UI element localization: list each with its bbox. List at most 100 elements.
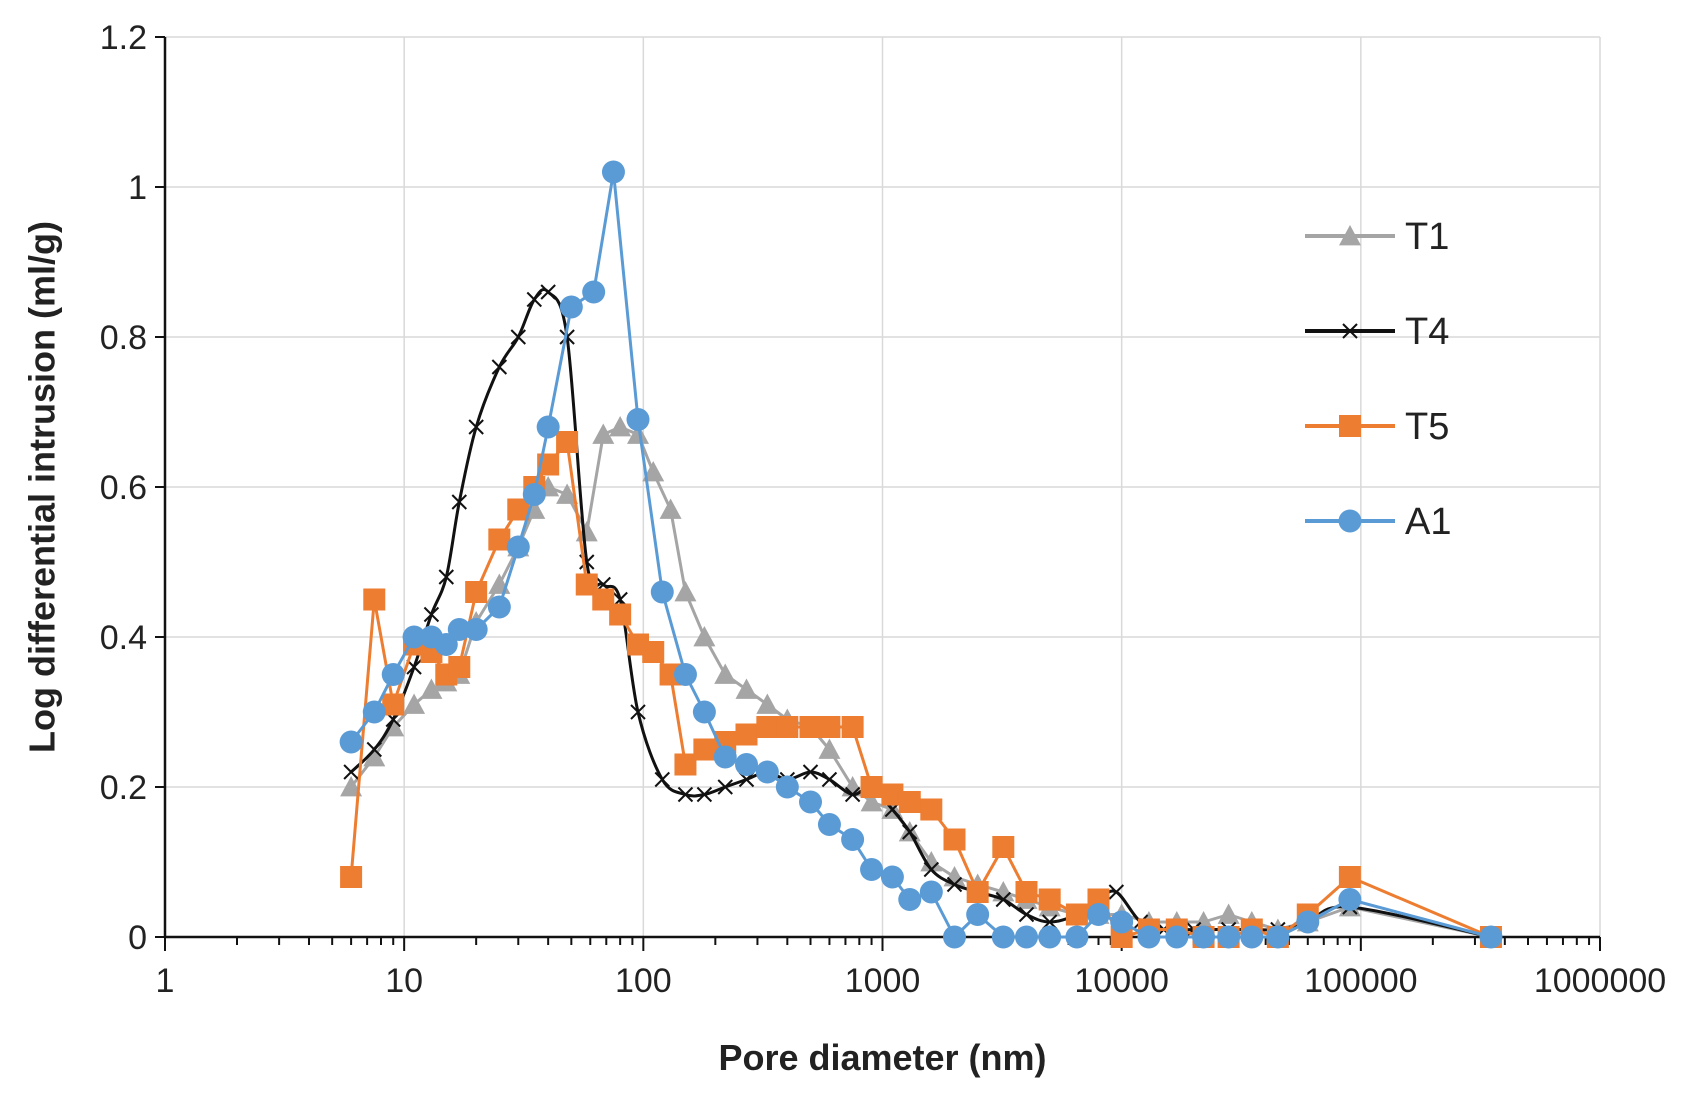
data-point-a1 — [775, 775, 799, 799]
data-point-t5 — [799, 716, 822, 738]
y-tick-label: 1 — [128, 169, 147, 207]
legend-label-t5: T5 — [1405, 406, 1449, 448]
data-point-a1 — [487, 595, 511, 619]
data-point-t1 — [609, 416, 632, 437]
y-tick-label: 0.8 — [100, 319, 147, 357]
data-point-a1 — [735, 753, 759, 776]
data-point-a1 — [601, 160, 625, 184]
data-point-t1 — [420, 678, 443, 699]
marker-stroke — [510, 329, 526, 345]
marker-stroke — [406, 659, 422, 675]
data-point-t1 — [340, 776, 363, 797]
x-axis-title: Pore diameter (nm) — [718, 1037, 1046, 1078]
data-point-a1 — [1086, 903, 1110, 926]
data-point-t4 — [630, 704, 646, 720]
marker-stroke — [946, 876, 963, 893]
data-point-t5 — [1015, 881, 1038, 903]
data-point-t4 — [844, 786, 861, 803]
data-point-a1 — [402, 625, 426, 649]
data-point-t4 — [654, 771, 670, 788]
marker-stroke — [1342, 323, 1358, 339]
x-tick-label: 1000000 — [1534, 962, 1666, 1000]
data-point-a1 — [880, 865, 904, 889]
data-point-t5 — [841, 716, 864, 738]
data-point-t1 — [1217, 903, 1240, 924]
marker-stroke — [821, 771, 838, 788]
data-point-t1 — [818, 738, 841, 759]
data-point-t4 — [923, 861, 940, 878]
data-point-a1 — [755, 760, 779, 784]
marker-stroke — [540, 284, 556, 300]
data-point-a1 — [1479, 925, 1503, 949]
legend-item-t4: T4 — [1305, 311, 1449, 353]
marker-stroke — [995, 891, 1012, 908]
data-point-a1 — [1065, 925, 1089, 949]
data-point-t5 — [488, 528, 511, 551]
data-point-t5 — [920, 798, 943, 821]
data-point-a1 — [381, 663, 405, 686]
legend-item-t5: T5 — [1305, 406, 1449, 448]
marker-stroke — [491, 359, 508, 375]
data-point-t4 — [343, 764, 359, 780]
data-point-a1 — [1192, 925, 1216, 949]
data-point-a1 — [339, 730, 363, 754]
data-point-t5 — [966, 881, 989, 903]
marker-stroke — [696, 786, 713, 803]
marker-stroke — [343, 764, 359, 780]
data-point-t5 — [592, 588, 615, 611]
data-point-t4 — [438, 569, 454, 585]
data-point-t4 — [559, 329, 575, 345]
data-point-t5 — [992, 836, 1015, 858]
data-point-t1 — [860, 791, 883, 812]
data-point-t5 — [507, 498, 530, 521]
data-point-t1 — [363, 746, 386, 767]
marker-stroke — [717, 779, 733, 795]
marker-stroke — [844, 786, 861, 803]
data-point-t4 — [423, 606, 440, 623]
data-point-a1 — [1296, 910, 1320, 934]
data-point-t4 — [366, 741, 382, 758]
data-point-t5 — [776, 716, 799, 738]
data-point-a1 — [1217, 925, 1241, 949]
data-point-t1 — [693, 626, 716, 647]
legend-label-t4: T4 — [1405, 311, 1449, 353]
y-tick-label: 0.4 — [100, 619, 147, 657]
data-point-t1 — [403, 693, 426, 714]
data-point-a1 — [673, 663, 697, 686]
marker-stroke — [677, 786, 694, 803]
x-tick-label: 100000 — [1304, 962, 1417, 1000]
data-point-t4 — [468, 419, 484, 435]
marker-stroke — [526, 291, 542, 308]
marker-stroke — [802, 764, 819, 780]
x-tick-label: 10000 — [1074, 962, 1169, 1000]
data-point-a1 — [1338, 888, 1362, 911]
data-point-a1 — [966, 903, 990, 926]
data-point-a1 — [841, 828, 865, 851]
legend-marker-t1 — [1339, 225, 1361, 246]
series-a1 — [339, 160, 1503, 949]
data-point-a1 — [1110, 910, 1134, 934]
data-point-t1 — [920, 851, 943, 872]
data-point-t5 — [860, 776, 883, 798]
data-point-t5 — [818, 716, 841, 738]
y-tick-label: 0 — [128, 919, 147, 957]
data-point-t4 — [995, 891, 1012, 908]
data-point-t5 — [340, 866, 363, 888]
data-point-a1 — [522, 483, 546, 506]
data-point-a1 — [860, 858, 884, 881]
marker-stroke — [902, 824, 918, 840]
marker-stroke — [366, 741, 382, 758]
data-point-a1 — [362, 700, 386, 724]
data-point-a1 — [559, 295, 583, 319]
marker-stroke — [630, 704, 646, 720]
data-point-t5 — [756, 716, 779, 738]
data-point-t5 — [1338, 866, 1361, 888]
tick-labels: 0 0.2 0.4 0.6 0.8 1 1.2 1 10 100 1000 10000 100000 10… — [100, 19, 1666, 1000]
data-point-t4 — [526, 291, 542, 308]
data-point-t4 — [696, 786, 713, 803]
data-point-a1 — [1165, 925, 1189, 949]
data-point-t5 — [556, 431, 579, 453]
data-point-a1 — [898, 888, 922, 911]
data-point-a1 — [536, 415, 560, 439]
